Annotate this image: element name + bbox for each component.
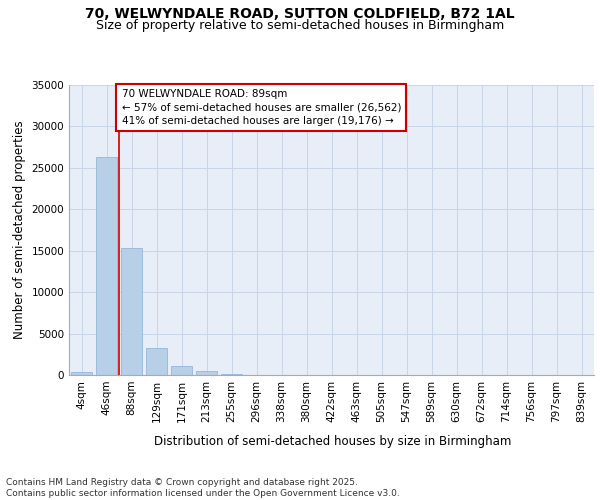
Bar — [196, 372, 217, 375]
Text: 70, WELWYNDALE ROAD, SUTTON COLDFIELD, B72 1AL: 70, WELWYNDALE ROAD, SUTTON COLDFIELD, B… — [85, 8, 515, 22]
Text: 70 WELWYNDALE ROAD: 89sqm
← 57% of semi-detached houses are smaller (26,562)
41%: 70 WELWYNDALE ROAD: 89sqm ← 57% of semi-… — [121, 89, 401, 126]
Bar — [221, 374, 242, 375]
Bar — [71, 372, 92, 375]
Y-axis label: Number of semi-detached properties: Number of semi-detached properties — [13, 120, 26, 340]
Text: Contains HM Land Registry data © Crown copyright and database right 2025.
Contai: Contains HM Land Registry data © Crown c… — [6, 478, 400, 498]
Bar — [171, 366, 192, 375]
Text: Distribution of semi-detached houses by size in Birmingham: Distribution of semi-detached houses by … — [154, 435, 512, 448]
Bar — [96, 157, 117, 375]
Text: Size of property relative to semi-detached houses in Birmingham: Size of property relative to semi-detach… — [96, 18, 504, 32]
Bar — [121, 248, 142, 375]
Bar — [146, 348, 167, 375]
